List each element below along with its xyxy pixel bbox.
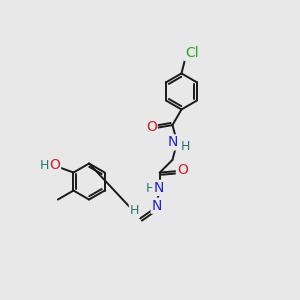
Text: N: N — [168, 136, 178, 149]
Text: Cl: Cl — [185, 46, 199, 60]
Text: O: O — [177, 163, 188, 177]
Text: N: N — [153, 181, 164, 195]
Text: H: H — [181, 140, 190, 153]
Text: O: O — [146, 120, 157, 134]
Text: H: H — [130, 205, 139, 218]
Text: H: H — [40, 159, 49, 172]
Text: O: O — [49, 158, 60, 172]
Text: H: H — [146, 182, 155, 195]
Text: N: N — [152, 199, 162, 213]
